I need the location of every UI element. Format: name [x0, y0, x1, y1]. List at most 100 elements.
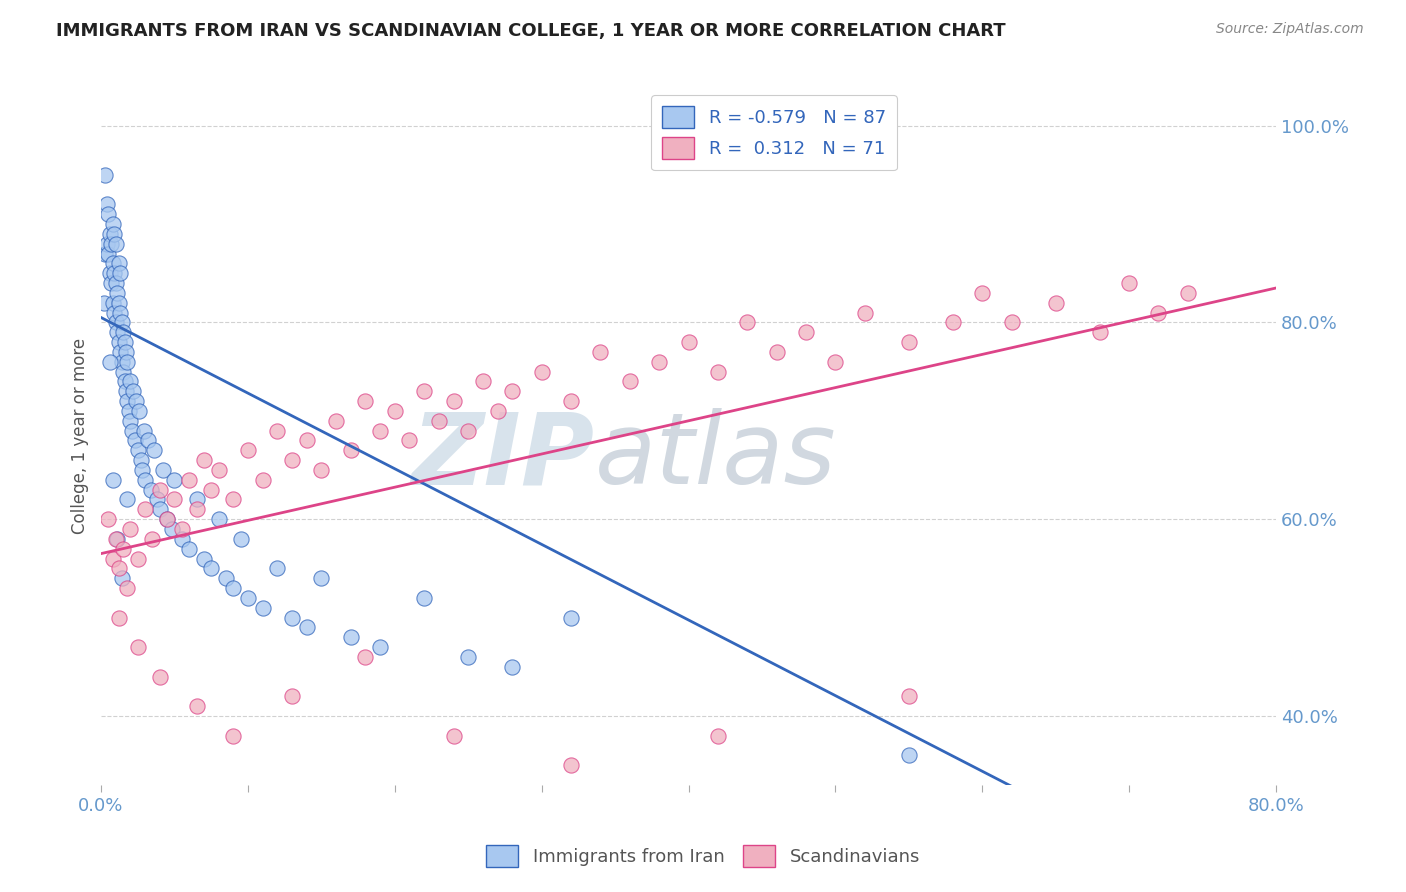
Point: [398, 434, 420, 448]
Point: [266, 424, 288, 438]
Point: [104, 315, 127, 329]
Point: [252, 473, 274, 487]
Point: [207, 463, 229, 477]
Point: [186, 492, 208, 507]
Point: [97, 246, 120, 260]
Point: [295, 434, 318, 448]
Point: [530, 365, 553, 379]
Point: [457, 649, 479, 664]
Point: [200, 561, 222, 575]
Point: [108, 305, 131, 319]
Point: [156, 512, 179, 526]
Point: [222, 581, 245, 595]
Point: [368, 424, 391, 438]
Point: [501, 384, 523, 399]
Point: [325, 414, 347, 428]
Point: [972, 285, 994, 300]
Point: [824, 355, 846, 369]
Point: [560, 610, 582, 624]
Point: [152, 463, 174, 477]
Legend: R = -0.579   N = 87, R =  0.312   N = 71: R = -0.579 N = 87, R = 0.312 N = 71: [651, 95, 897, 170]
Text: atlas: atlas: [595, 408, 837, 505]
Point: [163, 492, 186, 507]
Point: [368, 640, 391, 654]
Point: [707, 365, 730, 379]
Y-axis label: College, 1 year or more: College, 1 year or more: [72, 337, 89, 533]
Point: [127, 551, 149, 566]
Point: [1088, 326, 1111, 340]
Point: [170, 522, 193, 536]
Point: [120, 375, 142, 389]
Point: [193, 453, 215, 467]
Point: [281, 610, 304, 624]
Point: [229, 532, 252, 546]
Point: [103, 305, 125, 319]
Point: [443, 394, 465, 409]
Point: [117, 394, 139, 409]
Point: [1177, 285, 1199, 300]
Point: [222, 729, 245, 743]
Point: [110, 571, 132, 585]
Point: [112, 541, 135, 556]
Point: [207, 512, 229, 526]
Point: [104, 236, 127, 251]
Point: [678, 335, 700, 350]
Point: [354, 394, 377, 409]
Point: [120, 522, 142, 536]
Point: [146, 492, 169, 507]
Point: [339, 630, 361, 644]
Point: [136, 434, 159, 448]
Point: [897, 335, 920, 350]
Point: [103, 227, 125, 241]
Point: [149, 502, 172, 516]
Point: [471, 375, 494, 389]
Point: [311, 571, 333, 585]
Point: [107, 295, 129, 310]
Point: [124, 434, 146, 448]
Point: [104, 532, 127, 546]
Point: [160, 522, 183, 536]
Point: [648, 355, 671, 369]
Point: [97, 207, 120, 221]
Point: [163, 473, 186, 487]
Point: [117, 581, 139, 595]
Point: [457, 424, 479, 438]
Point: [117, 355, 139, 369]
Point: [107, 335, 129, 350]
Point: [96, 197, 118, 211]
Point: [103, 266, 125, 280]
Point: [236, 591, 259, 605]
Point: [560, 394, 582, 409]
Point: [149, 483, 172, 497]
Point: [107, 561, 129, 575]
Point: [101, 473, 124, 487]
Point: [134, 473, 156, 487]
Point: [142, 443, 165, 458]
Point: [132, 424, 155, 438]
Point: [186, 502, 208, 516]
Point: [942, 315, 965, 329]
Point: [222, 492, 245, 507]
Point: [101, 295, 124, 310]
Point: [118, 404, 141, 418]
Point: [413, 591, 436, 605]
Point: [619, 375, 641, 389]
Point: [193, 551, 215, 566]
Point: [156, 512, 179, 526]
Point: [413, 384, 436, 399]
Point: [105, 326, 128, 340]
Point: [200, 483, 222, 497]
Point: [112, 365, 135, 379]
Point: [149, 669, 172, 683]
Point: [295, 620, 318, 634]
Point: [427, 414, 450, 428]
Text: ZIP: ZIP: [412, 408, 595, 505]
Point: [93, 295, 115, 310]
Point: [110, 315, 132, 329]
Point: [122, 384, 145, 399]
Point: [101, 256, 124, 270]
Point: [107, 610, 129, 624]
Point: [110, 355, 132, 369]
Point: [170, 532, 193, 546]
Point: [215, 571, 238, 585]
